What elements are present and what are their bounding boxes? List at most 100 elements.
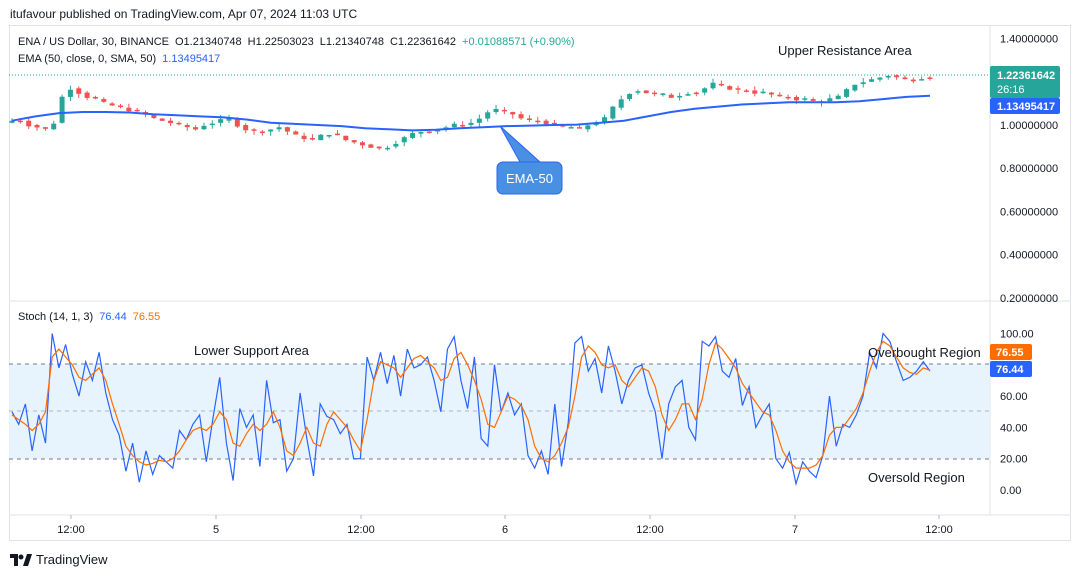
ema-legend: EMA (50, close, 0, SMA, 50) 1.13495417 [18,53,220,65]
candle-body [810,99,816,101]
candle-body [485,112,491,119]
candle-body [84,92,90,98]
candle-body [910,79,916,82]
candle-body [602,117,608,123]
ema-price-badge-value: 1.13495417 [997,101,1055,113]
candle-body [34,125,40,128]
candle-body [785,96,791,99]
candle-body [668,94,674,98]
time-tick-label: 12:00 [925,524,953,536]
candle-body [268,129,274,132]
price-axis[interactable]: 1.400000001.200000001.000000000.80000000… [1000,34,1058,305]
bar-countdown: 26:16 [997,84,1025,96]
candle-body [468,122,474,125]
candle-body [793,96,799,101]
candle-body [151,114,157,119]
candle-body [76,88,82,94]
candle-body [418,131,424,134]
candle-body [844,89,850,97]
candle-body [393,143,399,147]
candle-body [869,79,875,82]
candle-body [877,77,883,80]
candles-group [9,74,933,151]
candle-body [51,123,57,130]
candle-body [284,127,290,132]
candle-body [201,125,207,130]
candle-body [59,96,65,123]
candle-body [802,98,808,100]
candle-body [410,132,416,138]
candle-body [117,105,123,108]
candle-body [618,99,624,108]
candle-body [885,75,891,78]
symbol-legend: ENA / US Dollar, 30, BINANCE O1.21340748 H… [18,36,575,48]
ema-callout-pointer [499,125,542,163]
candle-body [134,109,140,112]
stoch-tick-label: 20.00 [1000,454,1028,466]
candle-body [159,118,165,121]
footer-brand[interactable]: TradingView [10,552,108,567]
candle-body [243,125,249,131]
candle-body [493,108,499,113]
ema-50-line [11,94,931,132]
candle-body [318,134,324,141]
candle-body [693,92,699,95]
candle-body [735,88,741,90]
candle-body [551,122,557,125]
candle-body [42,127,48,129]
candle-body [226,117,232,121]
candle-body [518,114,524,119]
candle-body [17,120,23,123]
price-tick-label: 0.80000000 [1000,163,1058,175]
candle-body [760,91,766,94]
candle-body [334,133,340,136]
candle-body [168,120,174,124]
candle-body [26,120,32,127]
candle-body [326,134,332,137]
candle-body [835,95,841,100]
time-axis[interactable]: 12:00 5 12:00 6 12:00 7 12:00 [57,515,953,536]
time-tick-label: 12:00 [636,524,664,536]
tradingview-logo-icon [10,553,32,566]
candle-body [435,129,441,132]
stoch-tick-label: 0.00 [1000,485,1021,497]
candle-body [777,94,783,97]
candle-body [660,93,666,95]
candle-body [860,82,866,84]
candle-body [635,91,641,93]
candle-body [710,82,716,89]
candle-body [209,123,215,126]
stoch-k-badge [990,361,1032,377]
candle-body [927,77,933,79]
candle-body [251,129,257,131]
last-price-badge [990,66,1060,98]
stoch-d-badge-value: 76.55 [996,347,1024,359]
candle-body [184,125,190,128]
price-tick-label: 0.20000000 [1000,293,1058,305]
candle-body [535,120,541,123]
candle-body [476,118,482,123]
candle-body [919,79,925,81]
candle-body [894,75,900,78]
stoch-d-line [11,340,931,469]
candle-body [852,84,858,91]
stoch-k-badge-value: 76.44 [996,364,1024,376]
price-tick-label: 1.00000000 [1000,120,1058,132]
candle-body [401,137,407,143]
candle-body [702,88,708,93]
candle-body [510,112,516,115]
stoch-tick-label: 60.00 [1000,391,1028,403]
stoch-k-line [11,332,931,487]
candle-body [426,131,432,133]
ema-callout-label: EMA-50 [506,171,553,186]
candle-body [259,131,265,134]
published-by-header: itufavour published on TradingView.com, … [10,7,358,21]
candle-body [301,135,307,140]
candle-body [543,120,549,125]
candle-body [92,96,98,99]
time-tick-label: 6 [502,524,508,536]
time-tick-label: 12:00 [57,524,85,536]
ema-price-badge [990,98,1060,114]
last-price-badge-value: 1.22361642 [997,70,1055,82]
